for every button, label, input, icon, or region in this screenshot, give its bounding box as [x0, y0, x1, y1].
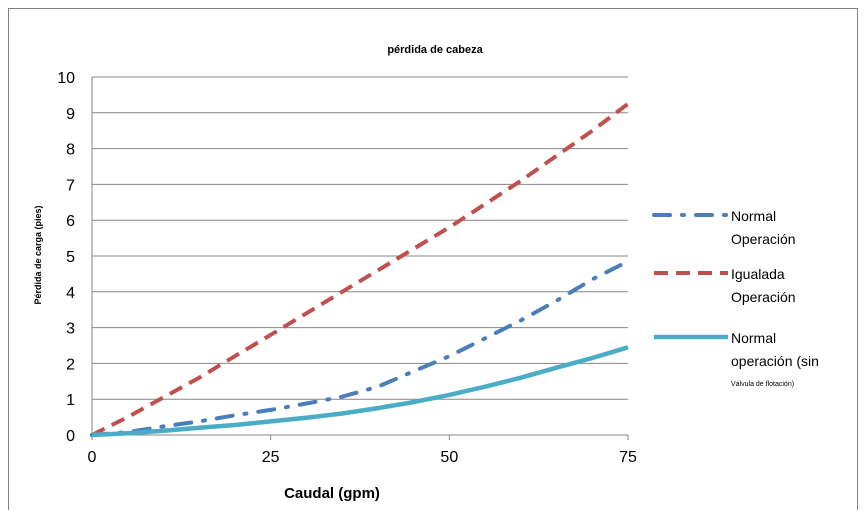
y-tick-label: 1	[66, 392, 75, 409]
y-tick-label: 4	[66, 285, 75, 302]
legend-label: Normal	[731, 208, 776, 224]
y-axis-label: Pérdida de carga (pies)	[33, 205, 43, 304]
x-tick-label: 50	[440, 449, 458, 466]
legend-label: operación (sin	[731, 353, 819, 369]
y-tick-label: 8	[66, 142, 75, 159]
series-line-2	[91, 345, 629, 438]
legend-label: Igualada	[731, 266, 785, 282]
legend-label: Operación	[731, 231, 796, 247]
series-layer	[90, 102, 630, 438]
y-tick-label: 2	[66, 356, 75, 373]
chart-title: pérdida de cabeza	[387, 44, 483, 56]
legend-label: Válvula de flotación)	[731, 381, 794, 388]
series-line-1	[91, 102, 630, 437]
y-tick-label: 5	[66, 249, 75, 266]
y-tick-label: 0	[66, 428, 75, 445]
x-tick-label: 25	[262, 449, 280, 466]
y-tick-label: 6	[66, 213, 75, 230]
y-tick-label: 10	[57, 70, 75, 87]
legend-label: Normal	[731, 330, 776, 346]
legend: Normal Operación Igualada Operación Normal op…	[652, 208, 819, 388]
x-tick-label: 75	[619, 449, 637, 466]
tick-layer: 0 1 2 3 4 5 6 7 8 9 10 0 25 50 75	[57, 70, 637, 466]
series-line-0	[90, 259, 630, 437]
y-tick-label: 9	[66, 106, 75, 123]
y-tick-label: 7	[66, 177, 75, 194]
x-tick-label: 0	[88, 449, 97, 466]
x-axis-label: Caudal (gpm)	[284, 485, 380, 502]
grid-layer	[91, 76, 629, 440]
legend-label: Operación	[731, 289, 796, 305]
y-tick-label: 3	[66, 321, 75, 338]
